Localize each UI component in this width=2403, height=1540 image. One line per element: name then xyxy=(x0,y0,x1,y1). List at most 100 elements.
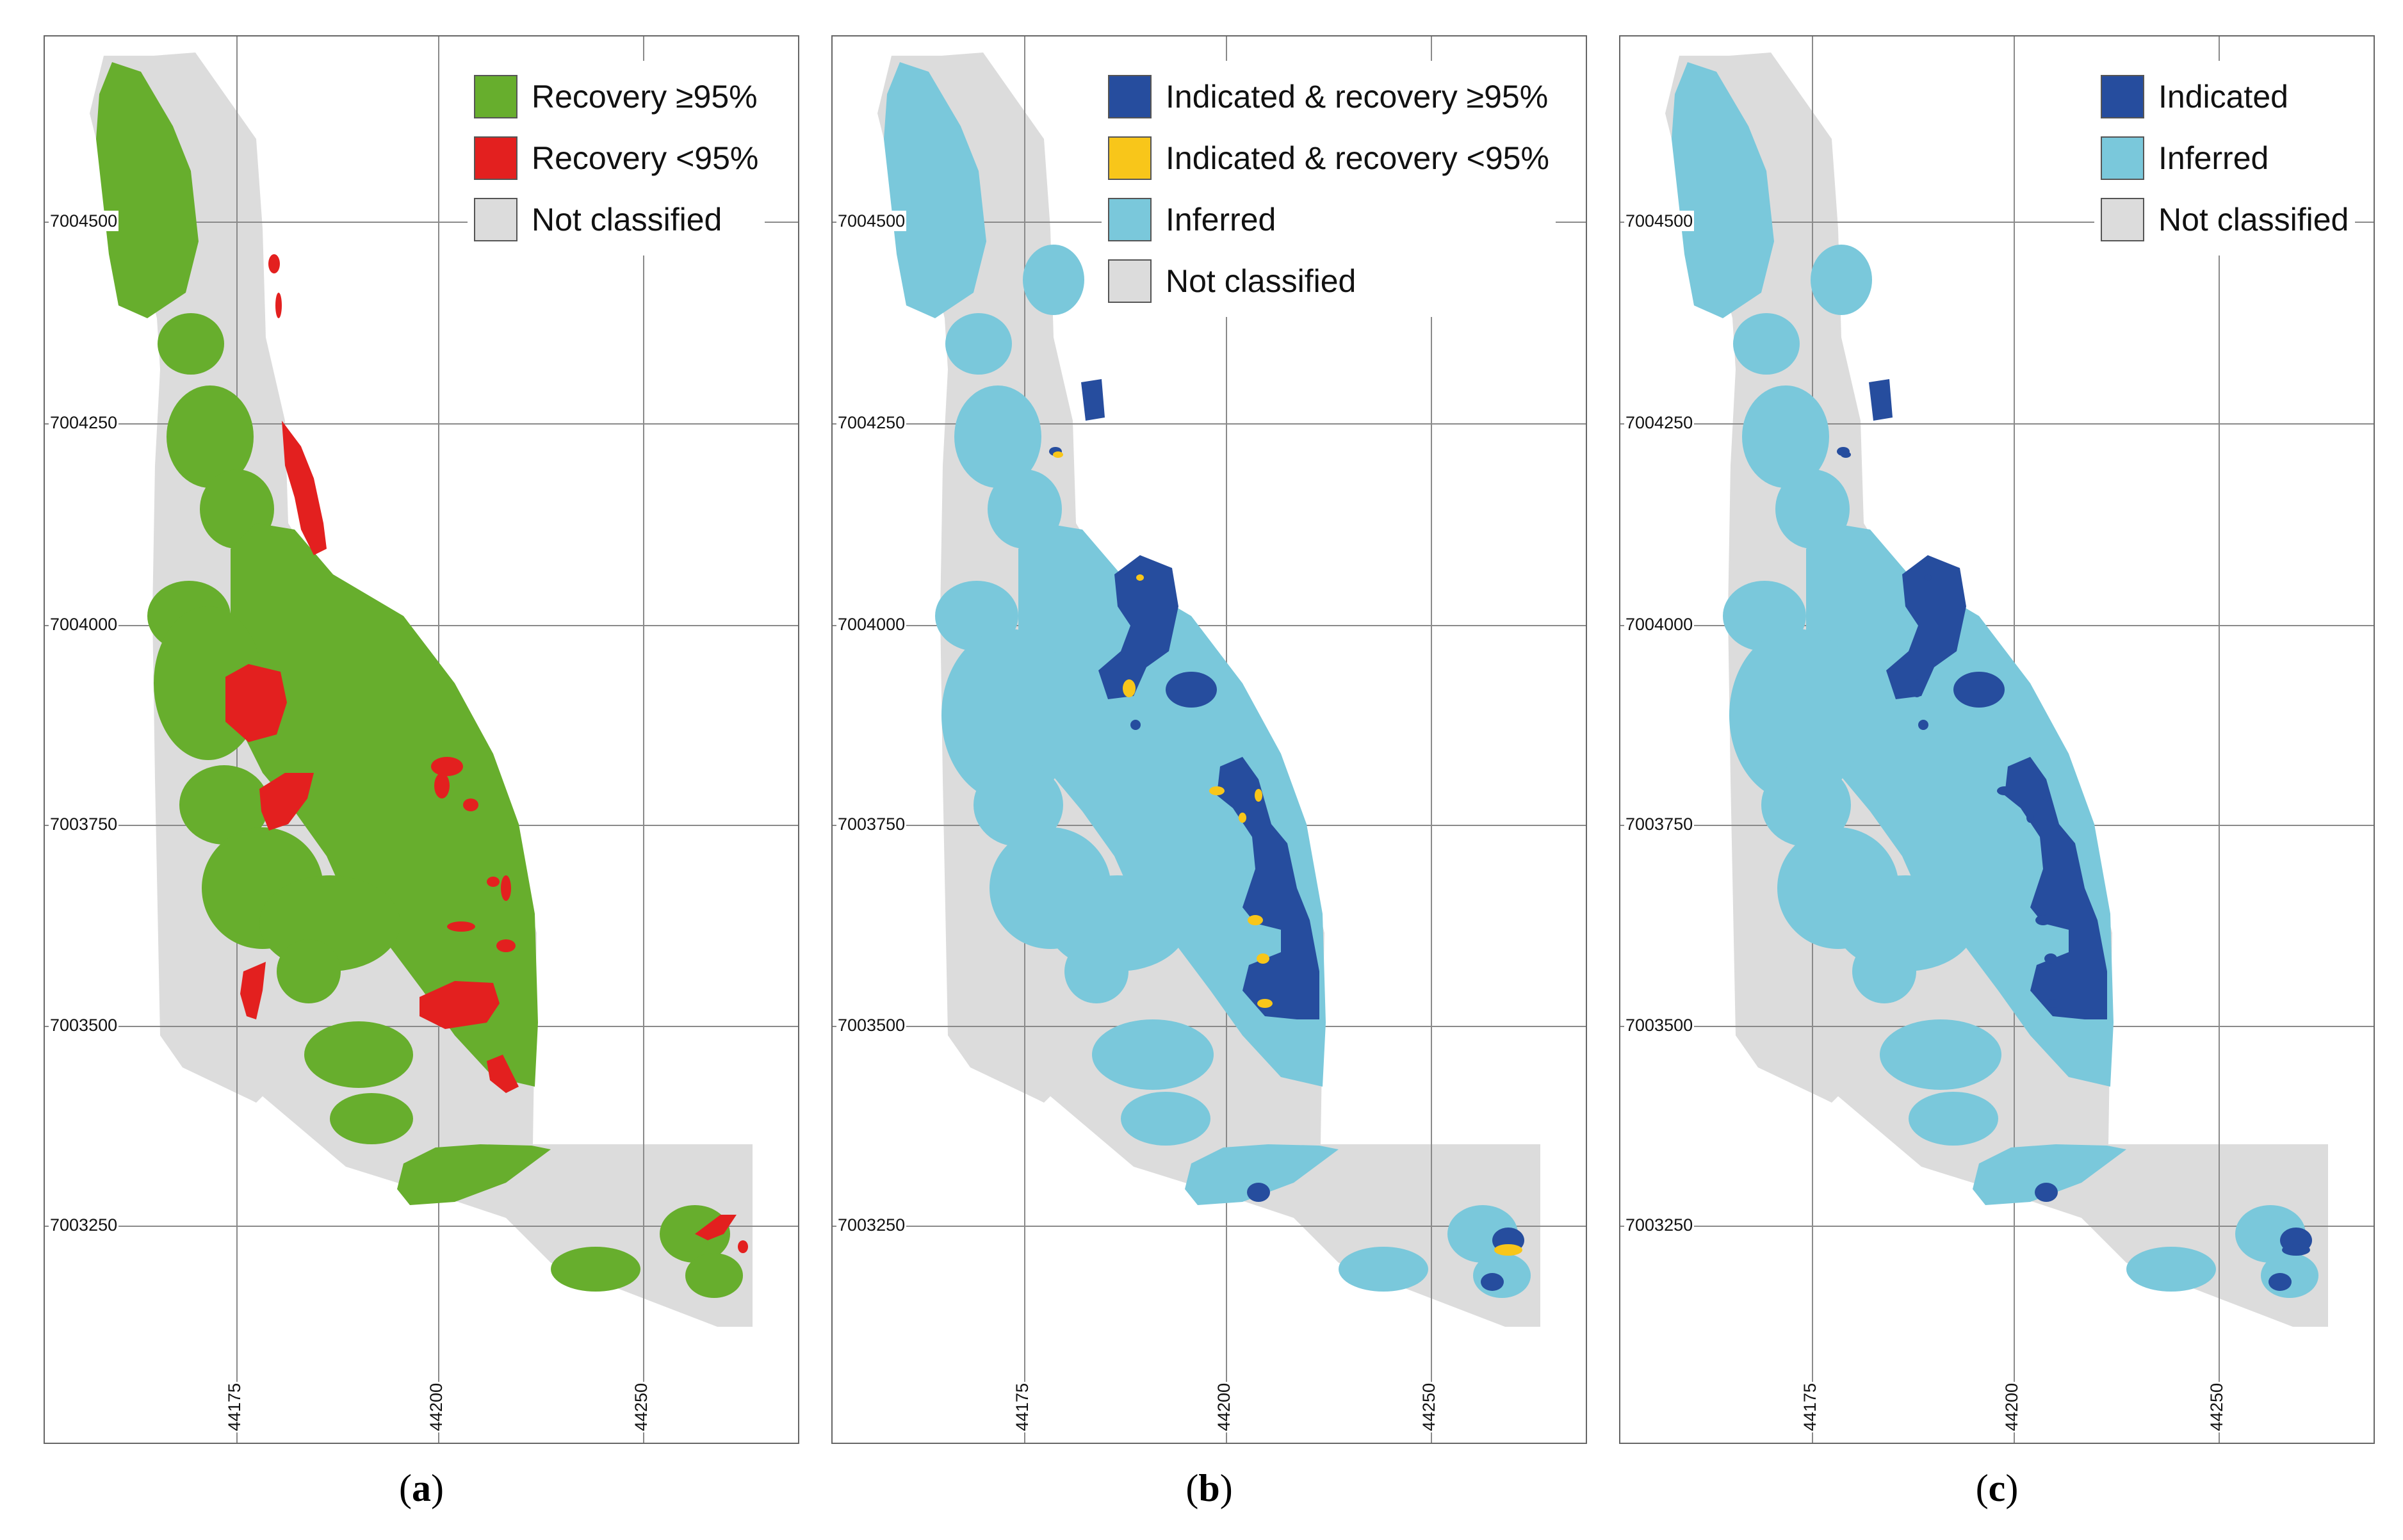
indicated-low-recovery-zone xyxy=(1053,451,1063,458)
indicated-low-recovery-zone xyxy=(1255,789,1262,802)
y-tick-label: 7004000 xyxy=(49,614,119,635)
indicated-zone xyxy=(1953,672,2005,708)
legend-label: Not classified xyxy=(2158,202,2349,238)
classification-zones xyxy=(1672,62,2318,1298)
x-tick-label: 44175 xyxy=(1012,1381,1032,1432)
recovery-high-zone xyxy=(96,62,199,318)
caption-c: (c) xyxy=(1619,1466,2375,1511)
legend-item-recovery-high: Recovery ≥95% xyxy=(474,66,758,127)
legend-swatch xyxy=(474,136,517,180)
indicated-low-recovery-zone xyxy=(1239,813,1246,823)
x-tick-label: 44250 xyxy=(2206,1381,2227,1432)
inferred-zone xyxy=(1742,385,1829,488)
map-panel-b: 7004500 7004250 7004000 7003750 7003500 … xyxy=(831,35,1587,1444)
y-tick-label: 7004500 xyxy=(836,211,907,231)
map-svg-a xyxy=(45,36,798,1443)
caption-close: ) xyxy=(431,1467,444,1509)
inferred-zone xyxy=(1018,523,1326,1087)
indicated-zone xyxy=(1841,451,1851,458)
indicated-zone xyxy=(1918,720,1928,730)
x-tick-label: 44175 xyxy=(1800,1381,1820,1432)
x-tick-label: 44175 xyxy=(224,1381,245,1432)
indicated-zone xyxy=(1869,379,1893,421)
legend-label: Inferred xyxy=(2158,140,2269,176)
map-legend: Indicated & recovery ≥95% Indicated & re… xyxy=(1102,61,1556,317)
indicated-zone xyxy=(1997,786,2012,795)
map-svg-b xyxy=(833,36,1586,1443)
indicated-zone xyxy=(1130,720,1141,730)
map-legend: Recovery ≥95% Recovery <95% Not classifi… xyxy=(468,61,765,255)
recovery-low-zone xyxy=(268,254,280,273)
legend-swatch xyxy=(474,198,517,241)
inferred-zone xyxy=(1023,245,1084,315)
legend-item-not-classified: Not classified xyxy=(1108,250,1549,312)
inferred-zone xyxy=(1852,939,1916,1003)
legend-swatch xyxy=(2101,136,2144,180)
legend-swatch xyxy=(1108,136,1152,180)
caption-close: ) xyxy=(2005,1467,2019,1509)
recovery-low-zone xyxy=(496,939,516,952)
y-tick-label: 7004250 xyxy=(49,412,119,433)
x-tick-label: 44250 xyxy=(631,1381,651,1432)
indicated-low-recovery-zone xyxy=(1123,679,1136,697)
recovery-low-zone xyxy=(259,773,314,831)
legend-label: Recovery <95% xyxy=(532,140,759,176)
recovery-high-zone xyxy=(685,1253,743,1298)
recovery-high-zone xyxy=(179,765,269,845)
y-tick-label: 7003750 xyxy=(836,814,907,834)
indicated-zone xyxy=(1481,1273,1504,1291)
recovery-low-zone xyxy=(434,773,450,798)
y-tick-label: 7003250 xyxy=(49,1215,119,1235)
inferred-zone xyxy=(1909,1092,1998,1146)
recovery-low-zone xyxy=(275,293,282,318)
indicated-low-recovery-zone xyxy=(1494,1244,1522,1256)
y-tick-label: 7003250 xyxy=(836,1215,907,1235)
recovery-low-zone xyxy=(487,1055,519,1093)
indicated-zone xyxy=(1924,574,1932,581)
indicated-zone xyxy=(1098,555,1178,699)
indicated-zone xyxy=(2269,1273,2292,1291)
legend-item-not-classified: Not classified xyxy=(2101,189,2349,250)
legend-swatch xyxy=(474,75,517,118)
inferred-zone xyxy=(1880,1019,2001,1090)
inferred-zone xyxy=(945,313,1012,375)
legend-item-indicated-low: Indicated & recovery <95% xyxy=(1108,127,1549,189)
legend-item-inferred: Inferred xyxy=(2101,127,2349,189)
x-tick-label: 44200 xyxy=(426,1381,446,1432)
recovery-high-zone xyxy=(167,385,254,488)
inferred-zone xyxy=(1729,629,1864,802)
indicated-low-recovery-zone xyxy=(1257,953,1269,964)
indicated-zone xyxy=(2035,1183,2058,1202)
legend-item-not-classified: Not classified xyxy=(474,189,758,250)
legend-label: Not classified xyxy=(532,202,722,238)
y-tick-label: 7004000 xyxy=(1624,614,1695,635)
caption-letter: a xyxy=(412,1467,431,1509)
caption-letter: b xyxy=(1198,1467,1220,1509)
recovery-high-zone xyxy=(397,1144,551,1205)
legend-swatch xyxy=(2101,198,2144,241)
legend-item-indicated-high: Indicated & recovery ≥95% xyxy=(1108,66,1549,127)
indicated-low-recovery-zone xyxy=(1136,574,1144,581)
recovery-low-zone xyxy=(501,875,511,901)
legend-label: Indicated & recovery <95% xyxy=(1166,140,1549,176)
inferred-zone xyxy=(1811,245,1872,315)
y-tick-label: 7003500 xyxy=(836,1015,907,1035)
inferred-zone xyxy=(1185,1144,1339,1205)
classification-zones xyxy=(884,62,1531,1298)
recovery-low-zone xyxy=(225,664,287,742)
map-panel-c: 7004500 7004250 7004000 7003750 7003500 … xyxy=(1619,35,2375,1444)
indicated-zone xyxy=(2044,953,2057,964)
recovery-high-zone xyxy=(551,1247,640,1292)
x-tick-label: 44200 xyxy=(1214,1381,1234,1432)
recovery-low-zone xyxy=(487,877,500,887)
map-panel-a: 7004500 7004250 7004000 7003750 7003500 … xyxy=(44,35,799,1444)
legend-label: Inferred xyxy=(1166,202,1276,238)
indicated-zone xyxy=(1910,679,1923,697)
indicated-low-recovery-zone xyxy=(1248,915,1263,925)
recovery-low-zone xyxy=(738,1240,748,1253)
caption-letter: c xyxy=(1988,1467,2006,1509)
recovery-low-zone xyxy=(431,757,463,776)
inferred-zone xyxy=(1121,1092,1210,1146)
indicated-zone xyxy=(2045,999,2060,1008)
recovery-high-zone xyxy=(330,1093,413,1144)
